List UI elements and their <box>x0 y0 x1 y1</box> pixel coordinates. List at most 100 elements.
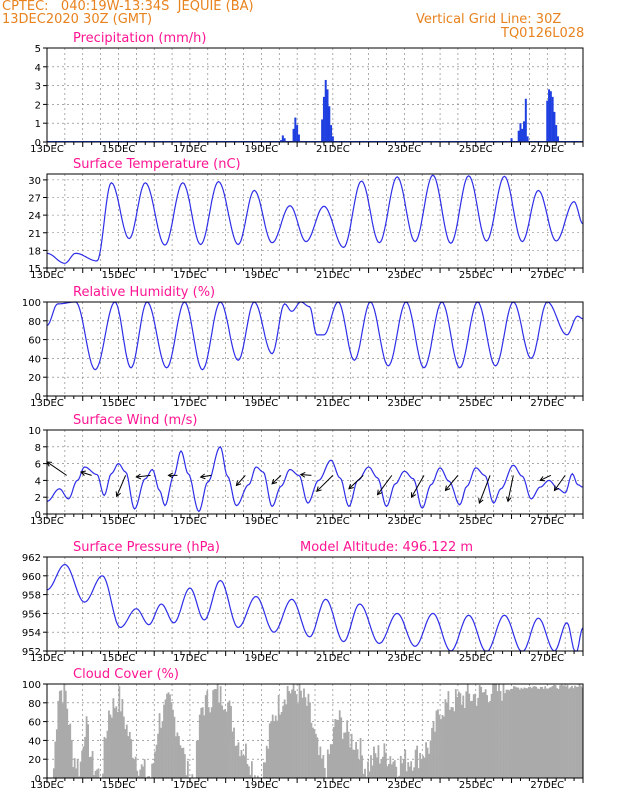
precip-bar <box>294 117 297 142</box>
cloud-bar <box>316 737 319 778</box>
x-tick-label: 13DEC <box>30 653 64 664</box>
cloud-bar <box>432 720 435 778</box>
cloud-bar <box>253 775 256 778</box>
y-tick-label: 6 <box>35 460 41 471</box>
plot-frame-top <box>46 429 584 515</box>
cloud-bar <box>444 699 447 778</box>
cloud-bar <box>548 687 551 778</box>
cloud-bar <box>510 688 512 778</box>
cloud-bar <box>395 766 398 778</box>
cloud-bar <box>401 763 404 778</box>
cloud-bar <box>358 759 360 778</box>
y-tick-label: 958 <box>22 591 41 602</box>
cloud-bar <box>279 714 282 778</box>
series-line <box>46 301 584 371</box>
cloud-bar <box>562 685 564 778</box>
cloud-bar <box>78 776 81 778</box>
precip-bar <box>523 121 526 142</box>
cloud-bar <box>502 684 505 778</box>
cloud-bar <box>556 688 558 778</box>
cloud-bar <box>428 753 430 778</box>
cloud-bar <box>105 738 107 778</box>
cloud-bar <box>329 744 332 778</box>
y-tick-label: 27 <box>28 194 41 205</box>
wind-arrow <box>316 475 334 492</box>
cloud-bar <box>368 771 371 778</box>
cloud-bar <box>361 755 363 778</box>
y-tick-label: 8 <box>35 443 41 454</box>
cloud-bar <box>112 698 115 778</box>
cloud-bar <box>486 695 489 778</box>
cloud-bar <box>493 684 496 778</box>
cloud-bar <box>414 749 417 778</box>
cloud-bar <box>230 706 232 778</box>
wind-arrow-head <box>410 492 417 499</box>
cloud-bar <box>422 755 424 778</box>
x-tick-label: 25DEC <box>459 398 493 409</box>
cloud-bar <box>389 756 392 778</box>
x-tick-label: 21DEC <box>316 398 350 409</box>
wind-arrow <box>271 474 282 485</box>
cloud-bar <box>303 688 305 778</box>
y-tick-label: 4 <box>35 476 41 487</box>
cloud-bar <box>164 699 167 778</box>
precip-bar <box>322 96 325 142</box>
x-tick-label: 21DEC <box>316 780 350 791</box>
cloud-bar <box>219 686 222 778</box>
cloud-bar <box>309 702 311 778</box>
wind-arrow-head <box>478 498 484 505</box>
x-tick-label: 25DEC <box>459 144 493 155</box>
cloud-bar <box>425 742 427 778</box>
cloud-bar <box>337 720 340 778</box>
y-tick-label: 960 <box>22 572 41 583</box>
precip-bar <box>296 125 299 142</box>
cloud-bar <box>124 729 127 778</box>
cloud-bar <box>550 687 553 778</box>
wind-arrow-head <box>553 485 560 492</box>
cloud-bar <box>285 704 288 778</box>
cloud-bar <box>240 749 243 778</box>
wind-arrow-head <box>271 478 278 485</box>
cloud-bar <box>420 758 423 778</box>
cloud-bar <box>487 703 490 778</box>
y-tick-label: 10 <box>28 426 41 437</box>
cloud-bar <box>340 717 343 778</box>
y-tick-label: 80 <box>28 699 41 710</box>
cloud-bar <box>57 700 60 778</box>
cloud-bar <box>224 709 226 778</box>
cloud-bar <box>524 688 527 778</box>
cloud-bar <box>521 688 524 778</box>
x-tick-label: 27DEC <box>530 780 564 791</box>
x-tick-label: 15DEC <box>102 780 136 791</box>
cloud-bar <box>60 690 63 778</box>
x-tick-label: 23DEC <box>387 144 421 155</box>
cloud-bar <box>167 692 170 778</box>
cloud-bar <box>131 757 134 778</box>
y-tick-label: 21 <box>28 229 41 240</box>
cloud-bar <box>79 761 82 778</box>
y-tick-label: 0 <box>35 510 41 521</box>
x-tick-label: 15DEC <box>102 144 136 155</box>
plot-frame-top <box>46 683 584 779</box>
cloud-bar <box>460 704 463 778</box>
precip-bar <box>326 89 329 142</box>
cloud-bar <box>157 733 159 778</box>
cloud-bar <box>66 708 69 778</box>
cloud-bar <box>154 751 156 778</box>
wind-arrow <box>478 475 491 504</box>
cloud-bar <box>392 761 395 778</box>
cloud-bar <box>67 724 70 778</box>
cloud-bar <box>574 685 576 778</box>
wind-arrow <box>136 474 151 478</box>
cloud-bar <box>118 686 121 778</box>
cloud-bar <box>511 688 514 778</box>
x-tick-label: 27DEC <box>530 144 564 155</box>
cloud-bar <box>411 770 414 778</box>
y-tick-label: 954 <box>22 628 41 639</box>
x-tick-label: 15DEC <box>102 653 136 664</box>
cloud-bar <box>465 691 468 778</box>
cloud-bar <box>454 689 457 778</box>
cloud-bar <box>183 754 186 778</box>
cloud-bar <box>73 758 76 778</box>
wind-arrow <box>300 474 312 476</box>
